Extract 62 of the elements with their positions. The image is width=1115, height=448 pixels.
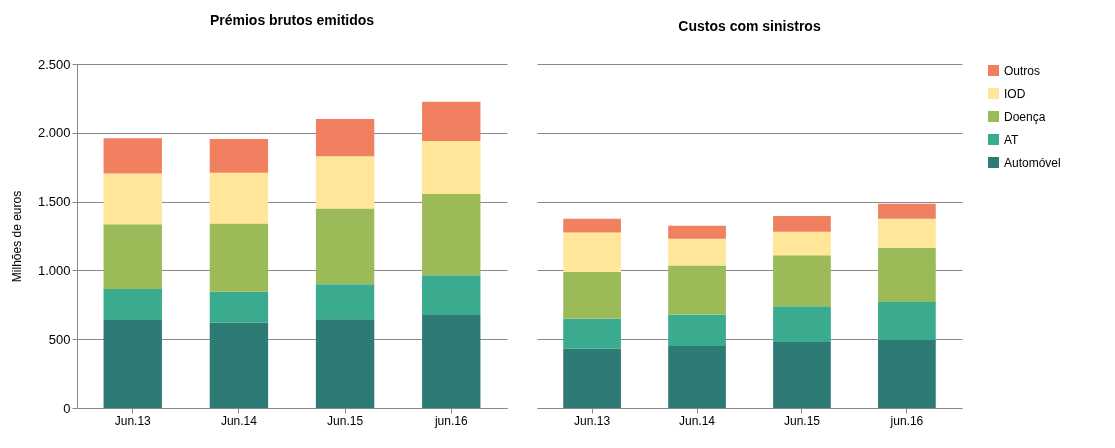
legend-label: IOD [1004,86,1026,101]
bar [315,284,375,320]
y-tick-label: 0 [63,400,71,416]
bar [315,319,375,408]
x-tick-label: jun.16 [889,413,924,428]
x-tick-label: Jun.14 [679,413,716,428]
bar [878,339,936,408]
bar [668,238,726,266]
bar [878,302,936,340]
bar [209,223,269,292]
chart-title: Custos com sinistros [678,18,821,34]
bar [773,306,831,342]
bar [878,203,936,219]
bar [209,172,269,224]
x-tick-label: Jun.15 [783,413,821,428]
y-tick-label: 2.000 [37,125,71,141]
bar [773,255,831,307]
bar [668,225,726,239]
bar [773,216,831,232]
bar [209,291,269,323]
x-tick-label: Jun.15 [327,413,364,428]
legend-label: Doença [1004,109,1046,124]
bar [422,275,481,316]
bar [563,348,621,408]
bar [422,194,481,276]
bar [103,288,162,320]
bar [773,341,831,408]
bar [315,119,375,157]
bar [103,319,162,408]
x-tick-label: Jun.13 [574,413,611,428]
x-tick-label: jun.16 [433,413,468,428]
y-tick-label: 1.500 [37,194,71,210]
bar [668,346,726,408]
legend-label: Automóvel [1004,155,1061,170]
y-tick-label: 1.000 [37,262,71,278]
y-axis-title: Milhões de euros [9,190,24,283]
bar [422,315,481,408]
x-tick-label: Jun.14 [220,413,258,428]
bar [209,322,269,408]
bar [878,218,936,248]
chart-title: Prémios brutos emitidos [209,12,375,28]
bar [563,218,621,233]
bar [103,173,162,225]
y-tick-label: 2.500 [37,56,71,72]
bar [103,224,162,289]
bar [563,232,621,272]
bar [422,101,481,142]
bar [668,265,726,315]
bar [103,138,162,174]
y-tick-label: 500 [48,331,71,347]
bar [422,141,481,195]
legend-label: AT [1004,132,1020,147]
bar [315,156,375,209]
bar [209,138,269,173]
bar [668,314,726,347]
bar [563,318,621,349]
bar [878,247,936,303]
bar [563,271,621,319]
bar [773,231,831,256]
bar [315,208,375,285]
legend-label: Outros [1004,63,1041,78]
x-tick-label: Jun.13 [114,413,152,428]
